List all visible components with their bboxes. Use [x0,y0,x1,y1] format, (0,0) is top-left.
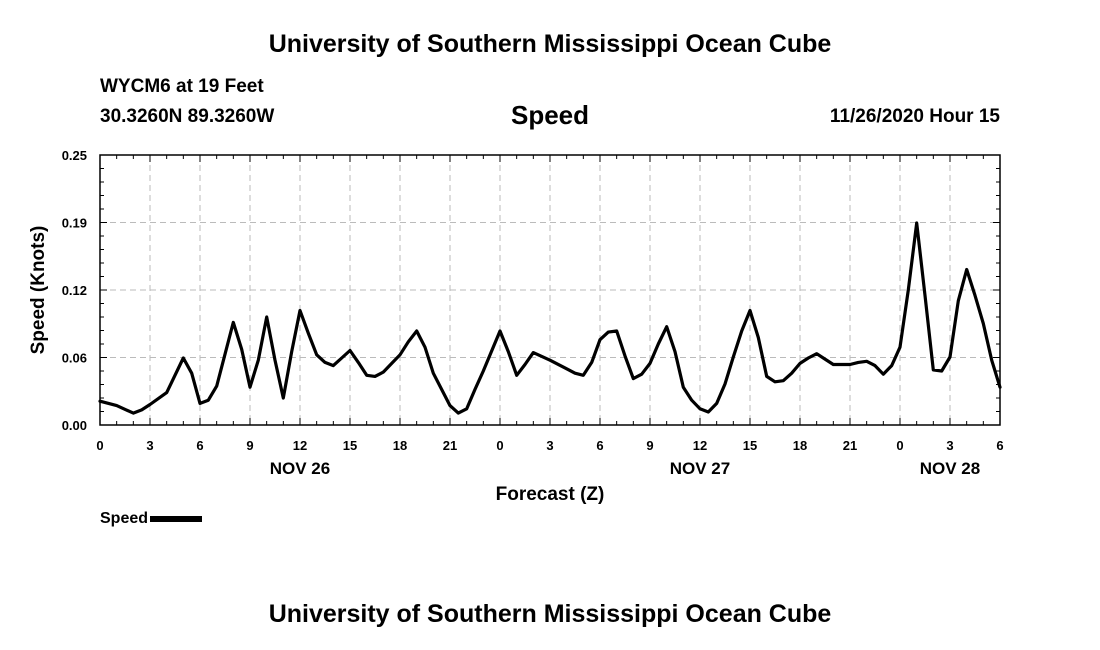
x-tick-label: 6 [196,438,203,453]
x-tick-label: 12 [293,438,307,453]
y-tick-label: 0.19 [62,216,87,231]
chart-title: Speed [510,100,590,130]
x-tick-label: 9 [646,438,653,453]
x-tick-label: 6 [996,438,1003,453]
x-tick-label: 3 [546,438,553,453]
legend: Speed [100,510,203,528]
y-tick-label: 0.12 [62,283,87,298]
label-layer: 0.00 0.06 0.12 0.19 0.25 0 3 6 9 12 15 18 21 0 3 6 9 12 15… [28,148,1004,505]
x-tick-label: 3 [146,438,153,453]
x-tick-label: 15 [343,438,357,453]
x-day-label: NOV 27 [670,459,730,478]
grid-layer [100,155,1000,425]
axis-layer [99,154,1001,426]
x-tick-label: 0 [496,438,503,453]
bottom-title: University of Southern Mississippi Ocean… [268,600,832,628]
legend-line-swatch [150,515,203,522]
legend-label: Speed [100,510,149,527]
y-axis-label: Speed (Knots) [28,226,49,355]
station-label: WYCM6 at 19 Feet [100,76,264,97]
x-tick-label: 0 [896,438,903,453]
y-tick-label: 0.25 [62,148,87,163]
y-tick-label: 0.06 [62,351,87,366]
top-title: University of Southern Mississippi Ocean… [268,30,832,58]
x-tick-label: 18 [793,438,807,453]
x-tick-label: 6 [596,438,603,453]
y-tick-label: 0.00 [62,418,87,433]
x-tick-label: 9 [246,438,253,453]
series-line-speed [98,221,1002,415]
x-tick-label: 21 [843,438,857,453]
coordinates-label: 30.3260N 89.3260W [100,106,275,127]
x-tick-label: 15 [743,438,757,453]
x-day-label: NOV 26 [270,459,330,478]
x-tick-label: 12 [693,438,707,453]
x-tick-label: 0 [96,438,103,453]
x-tick-label: 3 [946,438,953,453]
x-tick-label: 21 [443,438,457,453]
x-tick-label: 18 [393,438,407,453]
x-day-label: NOV 28 [920,459,980,478]
series-layer [98,221,1002,415]
speed-chart: 0.00 0.06 0.12 0.19 0.25 0 3 6 9 12 15 18 21 0 3 6 9 12 15… [28,148,1004,505]
datetime-label: 11/26/2020 Hour 15 [829,106,1000,127]
x-axis-label: Forecast (Z) [496,484,605,505]
